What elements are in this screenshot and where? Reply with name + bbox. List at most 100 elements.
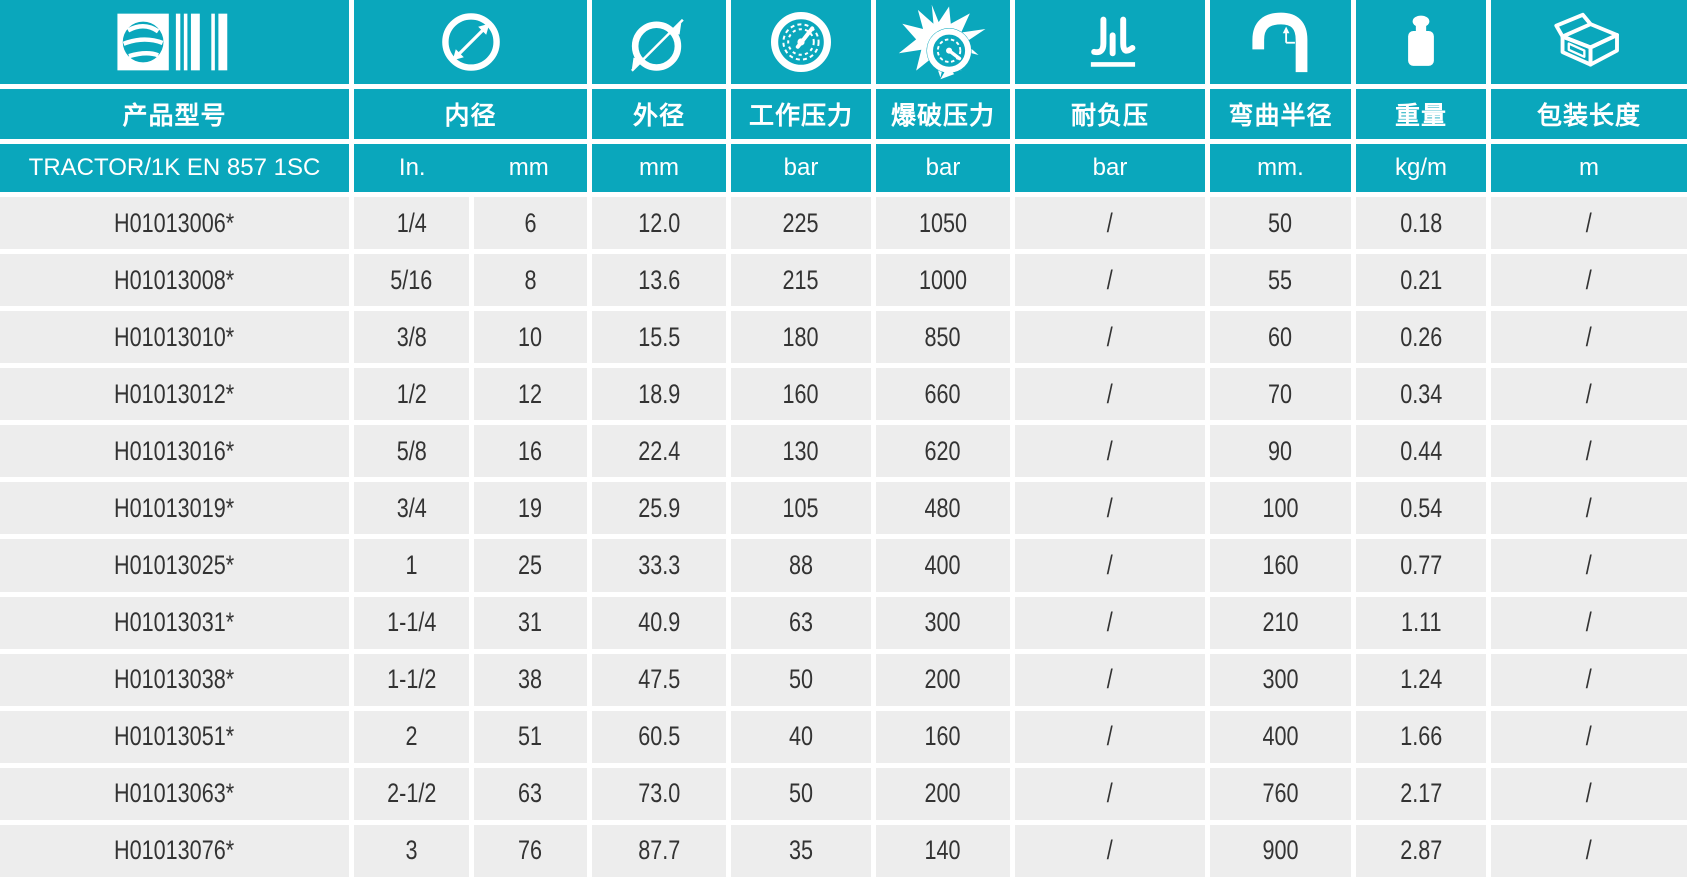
cell-value: H01013063* xyxy=(114,778,235,809)
cell-value: 200 xyxy=(924,778,962,809)
table-cell: 1-1/2 xyxy=(354,653,469,706)
cell-value: 12.0 xyxy=(637,207,681,238)
cell-value: 35 xyxy=(788,835,814,866)
cell-value: / xyxy=(1585,492,1592,523)
icon-cell-package-length xyxy=(1491,0,1687,84)
cell-value: / xyxy=(1106,835,1113,866)
cell-value: 50 xyxy=(788,664,814,695)
table-cell: 3/4 xyxy=(354,482,469,535)
cell-value: 215 xyxy=(782,264,820,295)
cell-value: 100 xyxy=(1262,492,1299,523)
table-cell: 22.4 xyxy=(592,425,726,478)
cell-value: 1050 xyxy=(918,207,968,238)
cell-value: 300 xyxy=(1262,664,1299,695)
table-cell: / xyxy=(1491,197,1687,250)
inner-diameter-icon xyxy=(441,13,500,71)
cell-value: 63 xyxy=(788,607,814,638)
cell-value: / xyxy=(1585,435,1592,466)
cell-value: H01013031* xyxy=(114,607,235,638)
cell-value: 8 xyxy=(524,264,537,295)
cell-value: 38 xyxy=(518,664,543,695)
outer-diameter-icon xyxy=(630,18,684,72)
table-cell: 0.44 xyxy=(1356,425,1486,478)
product-code-cell: H01013025* xyxy=(0,539,349,592)
cell-value: 50 xyxy=(1268,207,1293,238)
cell-value: 76 xyxy=(518,835,543,866)
icon-cell-vacuum xyxy=(1015,0,1205,84)
table-cell: 6 xyxy=(474,197,587,250)
cell-value: / xyxy=(1106,492,1113,523)
cell-value: 180 xyxy=(782,321,820,352)
table-cell: 63 xyxy=(731,596,871,649)
cell-value: 1 xyxy=(405,550,418,581)
table-cell: 760 xyxy=(1210,767,1351,820)
column-header-burst-pressure: 爆破压力 xyxy=(876,89,1010,139)
table-cell: / xyxy=(1491,482,1687,535)
icon-cell-weight xyxy=(1356,0,1486,84)
table-cell: 1/2 xyxy=(354,368,469,421)
cell-value: 33.3 xyxy=(637,550,681,581)
table-cell: 50 xyxy=(731,653,871,706)
table-cell: 70 xyxy=(1210,368,1351,421)
table-cell: 5/16 xyxy=(354,254,469,307)
cell-value: 31 xyxy=(518,607,543,638)
unit-inch: In. xyxy=(398,154,426,181)
table-cell: 620 xyxy=(876,425,1010,478)
table-cell: 660 xyxy=(876,368,1010,421)
table-cell: 50 xyxy=(1210,197,1351,250)
table-cell: 225 xyxy=(731,197,871,250)
bend-radius-icon xyxy=(1251,12,1307,73)
table-cell: 51 xyxy=(474,710,587,763)
cell-value: 300 xyxy=(924,607,962,638)
cell-value: 16 xyxy=(518,435,543,466)
cell-value: / xyxy=(1585,378,1592,409)
cell-value: H01013016* xyxy=(114,435,235,466)
icon-cell-inner-diameter xyxy=(354,0,587,84)
icon-cell-bend-radius xyxy=(1210,0,1351,84)
cell-value: 63 xyxy=(518,778,543,809)
cell-value: / xyxy=(1585,550,1592,581)
table-cell: 1.66 xyxy=(1356,710,1486,763)
cell-value: 60 xyxy=(1268,321,1293,352)
cell-value: 25 xyxy=(518,550,543,581)
table-cell: 400 xyxy=(876,539,1010,592)
cell-value: 50 xyxy=(788,778,814,809)
cell-value: 73.0 xyxy=(637,778,681,809)
table-cell: / xyxy=(1015,254,1205,307)
column-header-outer-diameter: 外径 xyxy=(592,89,726,139)
cell-value: 13.6 xyxy=(637,264,681,295)
column-header-working-pressure: 工作压力 xyxy=(731,89,871,139)
table-cell: 180 xyxy=(731,311,871,364)
column-header-product: 产品型号 xyxy=(0,89,349,139)
table-cell: 0.18 xyxy=(1356,197,1486,250)
weight-icon xyxy=(1408,15,1434,66)
table-cell: 1.24 xyxy=(1356,653,1486,706)
table-cell: 76 xyxy=(474,824,587,877)
product-code-cell: H01013038* xyxy=(0,653,349,706)
cell-value: 105 xyxy=(782,492,820,523)
cell-value: 55 xyxy=(1268,264,1293,295)
table-cell: / xyxy=(1015,653,1205,706)
cell-value: 5/8 xyxy=(396,435,427,466)
cell-value: 2.87 xyxy=(1399,835,1443,866)
product-code-cell: H01013051* xyxy=(0,710,349,763)
cell-value: / xyxy=(1585,835,1592,866)
table-cell: 13.6 xyxy=(592,254,726,307)
column-header-package-length: 包装长度 xyxy=(1491,89,1687,139)
cell-value: 5/16 xyxy=(390,264,433,295)
unit-outer-diameter: mm xyxy=(592,144,726,192)
table-cell: / xyxy=(1015,596,1205,649)
unit-bend-radius: mm. xyxy=(1210,144,1351,192)
working-pressure-icon xyxy=(771,11,831,72)
cell-value: 160 xyxy=(924,721,962,752)
vacuum-icon xyxy=(1090,16,1136,67)
table-cell: 100 xyxy=(1210,482,1351,535)
cell-value: 1-1/2 xyxy=(386,664,437,695)
barcode-globe-icon xyxy=(116,13,227,71)
product-code-cell: H01013076* xyxy=(0,824,349,877)
table-cell: 1000 xyxy=(876,254,1010,307)
cell-value: 6 xyxy=(524,207,537,238)
cell-value: 60.5 xyxy=(637,721,681,752)
cell-value: / xyxy=(1585,664,1592,695)
